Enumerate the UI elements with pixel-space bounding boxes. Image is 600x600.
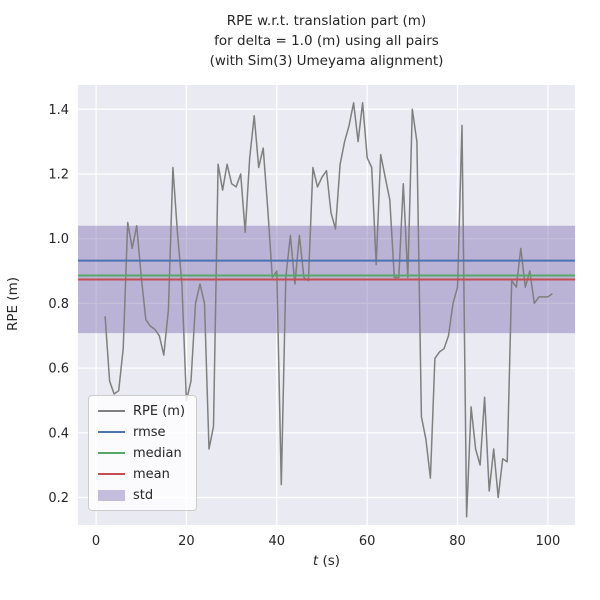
legend-label-rpe: RPE (m) [133, 403, 186, 419]
y-tick-label: 0.6 [48, 362, 69, 377]
y-tick-label: 0.4 [48, 426, 69, 441]
legend-label-std: std [133, 487, 154, 503]
rpe-line-swatch [98, 410, 125, 412]
x-tick-label: 40 [269, 534, 286, 549]
x-axis-label: t (s) [78, 553, 575, 569]
legend-item-rpe: RPE (m) [98, 403, 185, 419]
rmse-line-swatch [98, 431, 125, 433]
legend: RPE (m) rmse median mean std [88, 395, 198, 511]
legend-label-mean: mean [133, 466, 170, 482]
chart-title-line-1: RPE w.r.t. translation part (m) [226, 13, 427, 29]
std-band-swatch [98, 489, 125, 501]
y-tick-label: 1.2 [48, 167, 69, 182]
x-tick-label: 100 [535, 534, 560, 549]
x-axis-label-unit: (s) [318, 553, 341, 569]
x-tick-label: 60 [359, 534, 376, 549]
chart-title: RPE w.r.t. translation part (m) for delt… [78, 11, 575, 71]
median-line-swatch [98, 452, 125, 454]
legend-label-rmse: rmse [133, 424, 166, 440]
x-tick-label: 80 [449, 534, 466, 549]
legend-item-rmse: rmse [98, 424, 185, 440]
legend-item-mean: mean [98, 466, 185, 482]
x-axis-label-variable: t [312, 553, 319, 569]
mean-line-swatch [98, 473, 125, 475]
y-tick-label: 1.0 [48, 232, 69, 247]
y-tick-label: 0.8 [48, 297, 69, 312]
y-tick-label: 1.4 [48, 103, 69, 118]
y-tick-label: 0.2 [48, 491, 69, 506]
x-tick-label: 0 [92, 534, 100, 549]
chart-title-line-3: (with Sim(3) Umeyama alignment) [209, 53, 444, 69]
chart-title-line-2: for delta = 1.0 (m) using all pairs [214, 33, 439, 49]
y-axis-label: RPE (m) [5, 276, 21, 332]
x-tick-label: 20 [178, 534, 195, 549]
legend-label-median: median [133, 445, 182, 461]
rpe-line [104, 102, 553, 518]
legend-item-std: std [98, 487, 185, 503]
legend-item-median: median [98, 445, 185, 461]
